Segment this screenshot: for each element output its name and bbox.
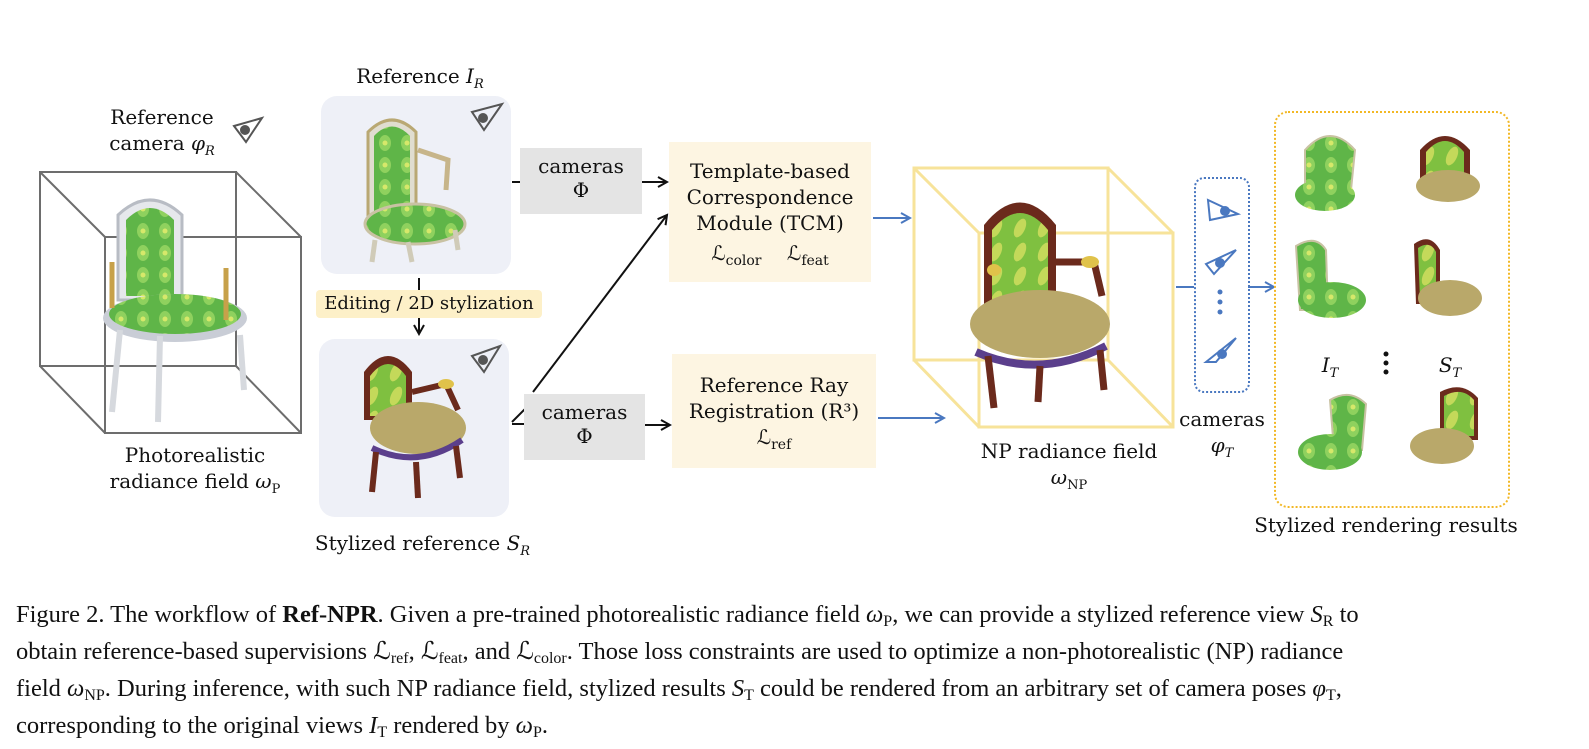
- diagram-canvas: [39, 102, 1482, 499]
- ref-camera-icon: [232, 116, 265, 144]
- caption-line-4: corresponding to the original views IT r…: [16, 712, 549, 741]
- photoreal-chair: [103, 198, 247, 423]
- result-chair-2: [1416, 136, 1480, 202]
- target-camera-icon-3: [1203, 337, 1237, 363]
- it-label: IT: [1321, 353, 1339, 381]
- caption-line-3: field ωNP. During inference, with such N…: [16, 675, 1342, 704]
- reference-title: Reference IR: [356, 64, 484, 92]
- ref-camera-label: Reference camera φR: [109, 105, 215, 159]
- st-label: ST: [1438, 353, 1462, 381]
- stylized-ref-chair: [364, 356, 466, 499]
- reference-chair: [363, 118, 467, 263]
- result-chair-6: [1410, 387, 1478, 464]
- target-cameras-label: cameras φT: [1179, 407, 1265, 461]
- cameras-box-bottom: cameras Φ: [524, 394, 645, 460]
- target-camera-dots: [1217, 289, 1223, 315]
- tcm-module-box: Template-based Correspondence Module (TC…: [669, 142, 871, 282]
- np-chair: [970, 202, 1110, 409]
- result-chair-4: [1414, 239, 1482, 316]
- caption-line-1: Figure 2. The workflow of Ref-NPR. Given…: [16, 601, 1359, 630]
- result-chair-3: [1294, 239, 1366, 318]
- workflow-diagram: Reference camera φR Photorealistic radia…: [39, 64, 1518, 559]
- cameras-box-top: cameras Φ: [520, 148, 642, 214]
- editing-stylization-tag: Editing / 2D stylization: [316, 290, 542, 318]
- reference-camera-icon: [470, 102, 505, 132]
- results-frame: [1274, 111, 1510, 508]
- np-field-label: NP radiance field ωNP: [980, 439, 1158, 493]
- results-vertical-dots: [1383, 351, 1389, 375]
- stylized-to-tcm-arrow: [532, 215, 667, 393]
- result-chair-1: [1295, 135, 1357, 211]
- stylized-ref-label: Stylized reference SR: [314, 531, 531, 559]
- results-label: Stylized rendering results: [1254, 513, 1518, 537]
- figure-caption: Figure 2. The workflow of Ref-NPR. Given…: [16, 598, 1576, 746]
- target-camera-icon-1: [1206, 198, 1242, 222]
- target-camera-icon-2: [1204, 249, 1237, 276]
- r3-module-box: Reference Ray Registration (R³) ℒref: [672, 354, 876, 468]
- result-chair-5: [1298, 393, 1368, 470]
- caption-line-2: obtain reference-based supervisions ℒref…: [16, 638, 1344, 667]
- photoreal-cube: [39, 171, 302, 434]
- photoreal-field-label: Photorealistic radiance field ωP: [109, 443, 281, 497]
- stylized-ref-camera-icon: [470, 344, 503, 374]
- target-cameras-frame: [1194, 177, 1250, 393]
